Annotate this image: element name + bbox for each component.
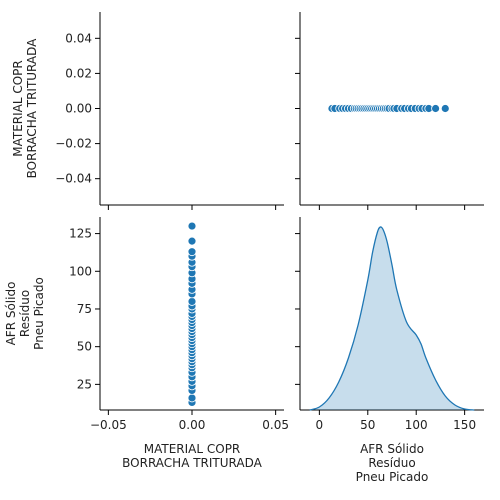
scatter-point-top — [431, 104, 440, 113]
y-axis-label-v2-line: AFR Sólido — [4, 282, 18, 346]
y-tick-label-v1: 0.04 — [65, 31, 92, 45]
y-axis-label-v1-line: MATERIAL COPR — [11, 60, 25, 157]
x-axis-label-v1-line: MATERIAL COPR — [144, 442, 241, 456]
scatter-point-left — [187, 221, 197, 231]
y-tick-label-v2: 50 — [77, 340, 92, 354]
y-axis-label-v1-line: BORRACHA TRITURADA — [25, 38, 39, 178]
x-axis-label-v2-line: Resíduo — [368, 456, 415, 470]
x-tick-label-v1: 0.00 — [179, 418, 206, 432]
scatter-point-left — [187, 297, 197, 306]
y-tick-label-v1: 0.00 — [65, 102, 92, 116]
y-tick-label-v2: 25 — [77, 377, 92, 391]
y-axis-label-v1: MATERIAL COPR BORRACHA TRITURADA — [11, 38, 39, 178]
y-tick-label-v1: −0.04 — [55, 172, 92, 186]
x-tick-label-kde: 50 — [360, 418, 375, 432]
y-axis-label-v2-line: Pneu Picado — [32, 277, 46, 350]
kde-area — [309, 226, 475, 410]
x-tick-label-kde: 150 — [453, 418, 476, 432]
y-tick-label-v1: −0.02 — [55, 137, 92, 151]
y-axis-label-v2: AFR Sólido Resíduo Pneu Picado — [4, 277, 46, 350]
axes-layer — [95, 12, 484, 415]
scatter-point-left — [187, 247, 197, 257]
x-axis-label-v2-line: AFR Sólido — [360, 442, 424, 456]
y-tick-label-v2: 125 — [69, 227, 92, 241]
x-tick-label-kde: 100 — [405, 418, 428, 432]
scatter-point-left — [187, 236, 197, 246]
scatter-point-left — [187, 393, 197, 403]
x-tick-label-v1: 0.05 — [262, 418, 289, 432]
x-axis-label-v1-line: BORRACHA TRITURADA — [122, 456, 262, 470]
y-tick-label-v2: 100 — [69, 264, 92, 278]
kde-line — [309, 226, 475, 411]
marks-layer — [187, 104, 475, 411]
y-tick-label-v1: 0.02 — [65, 66, 92, 80]
x-axis-label-v2-line: Pneu Picado — [356, 470, 429, 484]
y-axis-label-v2-line: Resíduo — [18, 290, 32, 337]
labels-layer: −0.04 −0.02 0.00 0.02 0.04 25 50 75 100 125 −0.05 0… — [4, 31, 476, 484]
y-tick-label-v2: 75 — [77, 302, 92, 316]
x-tick-label-kde: 0 — [316, 418, 324, 432]
scatter-point-top — [440, 104, 450, 113]
x-tick-label-v1: −0.05 — [90, 418, 127, 432]
